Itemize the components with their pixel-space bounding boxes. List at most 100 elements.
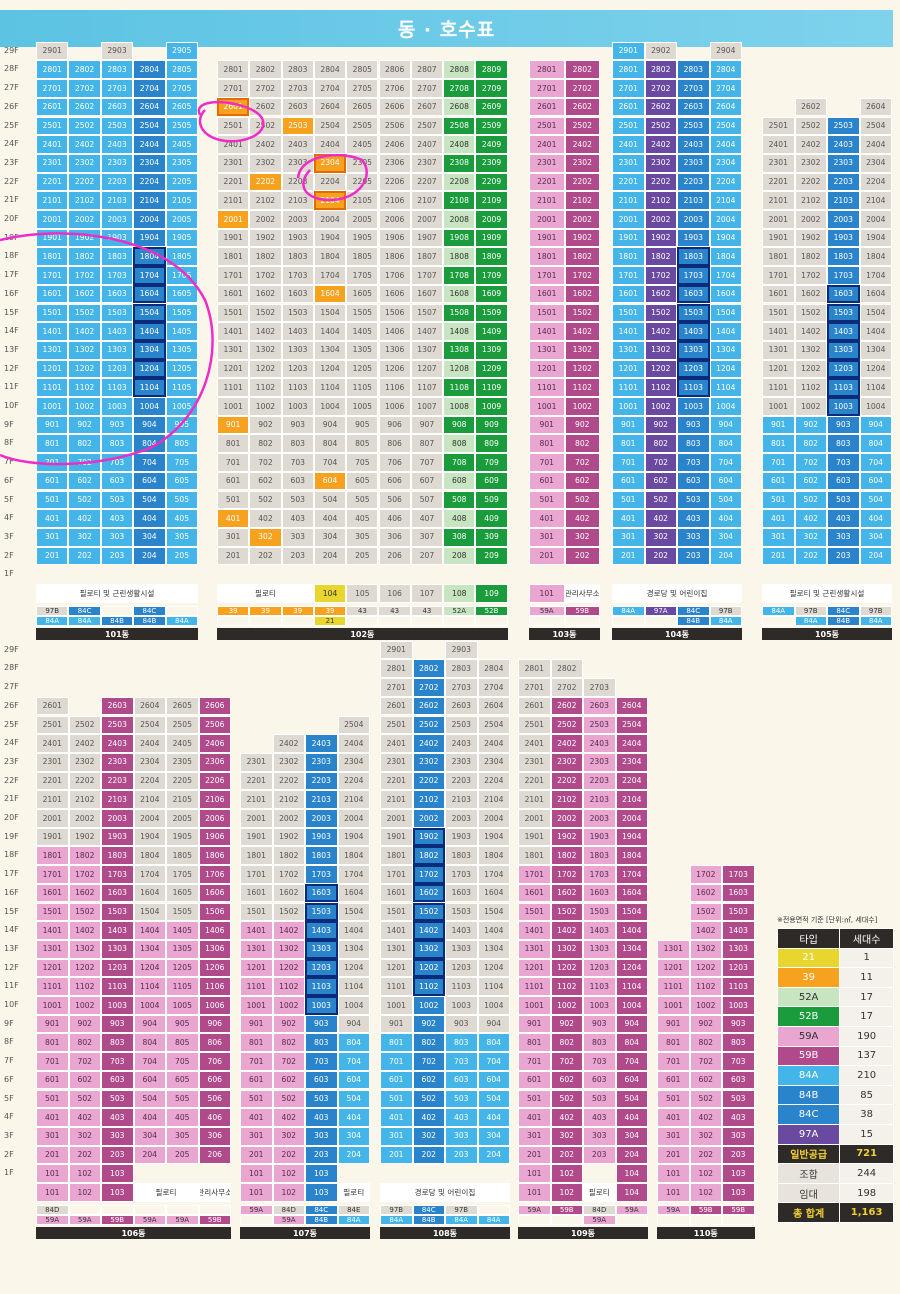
unit-cell: 1604 [313, 284, 347, 304]
unit-cell: 808 [443, 434, 476, 454]
floor-label: 22F [4, 176, 19, 186]
unit-cell: 1901 [217, 228, 250, 248]
unit-cell: 308 [443, 527, 476, 547]
unit-cell: 905 [346, 415, 379, 435]
unit-cell: 2001 [529, 210, 565, 229]
unit-cell: 302 [644, 527, 677, 547]
unit-type-row: 97B 84C 84C 84A 84A 84B 84B 84A [36, 606, 199, 626]
unit-cell: 407 [410, 509, 444, 528]
unit-cell: 601 [36, 471, 69, 491]
unit-cell: 2802 [68, 60, 101, 80]
unit-cell: 2204 [133, 172, 166, 192]
unit-cell: 1703 [100, 266, 134, 285]
unit-cell: 1903 [281, 228, 314, 248]
unit-cell: 2801 [36, 60, 69, 80]
type-cell: 39 [249, 606, 282, 616]
unit-cell: 1103 [281, 378, 314, 397]
unit-cell: 2404 [313, 135, 347, 154]
unit-cell: 1601 [36, 284, 69, 304]
unit-cell: 408 [443, 509, 476, 528]
floor-label: 20F [4, 813, 19, 822]
unit-cell: 1909 [475, 228, 508, 248]
unit-cell: 1801 [529, 247, 565, 267]
unit-cell: 1501 [529, 303, 565, 323]
unit-cell: 802 [564, 434, 600, 454]
unit-cell: 903 [281, 415, 314, 435]
unit-cell: 803 [281, 434, 314, 454]
unit-cell: 602 [249, 471, 282, 491]
unit-cell: 2803 [100, 60, 134, 80]
unit-cell: 1608 [443, 284, 476, 304]
unit-cell: 2501 [529, 116, 565, 136]
unit-cell: 1401 [529, 322, 565, 341]
unit-cell: 703 [100, 453, 134, 472]
floor-label: 2F [4, 550, 14, 560]
floor-label: 14F [4, 326, 19, 336]
unit-cell: 502 [249, 490, 282, 510]
ground-floor-cell: 109 [475, 584, 508, 603]
unit-type-row: 59A 59B [529, 606, 600, 626]
unit-cell: 2201 [529, 172, 565, 192]
unit-cell: 802 [644, 434, 677, 454]
unit-cell: 1301 [612, 340, 645, 360]
unit-cell: 1905 [165, 228, 198, 248]
type-cell: 52A [443, 606, 476, 616]
unit-cell: 702 [564, 453, 600, 472]
unit-cell: 2209 [475, 172, 508, 192]
floor-label: 23F [4, 756, 19, 766]
circle-annotation-2601 [197, 100, 265, 143]
unit-cell: 305 [346, 527, 379, 547]
unit-cell: 704 [313, 453, 347, 472]
unit-cell: 1709 [475, 266, 508, 285]
floor-label: 6F [4, 1074, 14, 1084]
unit-cell: 1602 [564, 284, 600, 304]
unit-cell: 2502 [564, 116, 600, 136]
unit-cell: 1908 [443, 228, 476, 248]
unit-cell: 1006 [378, 397, 411, 416]
unit-cell: 306 [378, 527, 411, 547]
unit-cell: 1301 [529, 340, 565, 360]
floor-label: 28F [4, 64, 19, 74]
unit-cell: 2203 [100, 172, 134, 192]
unit-cell: 2708 [443, 79, 476, 98]
floor-label: 3F [4, 531, 14, 541]
unit-cell: 1004 [133, 397, 166, 416]
unit-cell: 508 [443, 490, 476, 510]
unit-cell: 903 [100, 415, 134, 435]
unit-cell: 1702 [564, 266, 600, 285]
unit-cell: 805 [346, 434, 379, 454]
unit-cell: 2504 [133, 116, 166, 136]
unit-cell: 2501 [612, 116, 645, 136]
unit-cell: 2406 [378, 135, 411, 154]
unit-cell: 1501 [36, 303, 69, 323]
unit-cell: 1001 [612, 397, 645, 416]
unit-cell: 1701 [612, 266, 645, 285]
unit-cell: 809 [475, 434, 508, 454]
unit-cell: 207 [410, 546, 444, 566]
type-row [529, 616, 600, 626]
unit-cell: 303 [281, 527, 314, 547]
unit-cell: 1605 [165, 284, 198, 304]
unit-cell: 1409 [475, 322, 508, 341]
unit-cell: 2002 [564, 210, 600, 229]
unit-cell: 2001 [612, 210, 645, 229]
ground-floor-cell: 105 [346, 584, 379, 603]
unit-cell: 2008 [443, 210, 476, 229]
unit-cell: 1603 [100, 284, 134, 304]
unit-cell: 805 [165, 434, 198, 454]
unit-cell: 1103 [100, 378, 134, 397]
floor-label: 22F [4, 775, 19, 785]
unit-cell: 2805 [346, 60, 379, 80]
type-row: 21 [217, 616, 508, 626]
type-cell: 43 [378, 606, 411, 616]
unit-cell: 1001 [217, 397, 250, 416]
unit-cell: 2302 [564, 153, 600, 173]
unit-cell: 1902 [564, 228, 600, 248]
unit-cell: 908 [443, 415, 476, 435]
unit-cell: 2506 [378, 116, 411, 136]
unit-cell: 1701 [36, 266, 69, 285]
unit-cell: 401 [529, 509, 565, 528]
unit-cell: 309 [475, 527, 508, 547]
floor-label: 25F [4, 120, 19, 130]
